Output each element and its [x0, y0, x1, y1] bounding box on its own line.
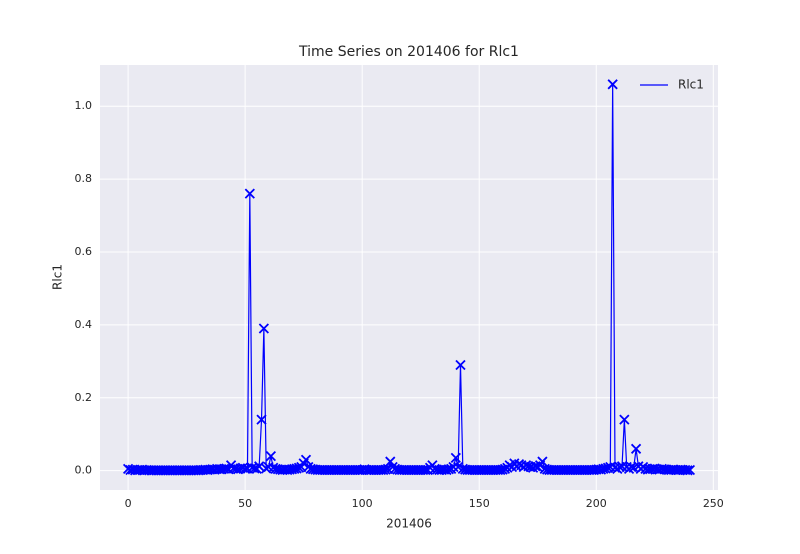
data-point [244, 188, 255, 199]
x-tick-label: 250 [703, 497, 724, 510]
data-point [417, 464, 429, 476]
data-point [258, 323, 270, 334]
y-tick-label: 1.0 [75, 99, 93, 112]
data-point [448, 461, 459, 473]
data-point [684, 464, 696, 476]
data-point [455, 359, 466, 371]
data-point [630, 443, 642, 454]
x-axis-label: 201406 [386, 517, 432, 531]
data-point [385, 456, 396, 467]
data-point [256, 414, 267, 425]
x-tick-label: 200 [586, 497, 607, 510]
plot-area [100, 65, 718, 490]
chart-title: Time Series on 201406 for Rlc1 [298, 44, 519, 60]
data-point [254, 461, 265, 472]
data-point [300, 454, 312, 465]
x-tick-label: 0 [125, 497, 132, 510]
data-point [265, 450, 277, 462]
data-point [450, 452, 461, 464]
x-tick-label: 100 [352, 497, 373, 510]
data-point [682, 465, 693, 476]
x-tick-label: 150 [469, 497, 490, 510]
y-tick-label: 0.6 [75, 245, 93, 258]
data-point [607, 79, 618, 90]
data-point [537, 456, 548, 467]
legend-label: Rlc1 [678, 78, 704, 92]
y-tick-label: 0.8 [75, 172, 93, 185]
y-axis-label: Rlc1 [51, 264, 65, 290]
data-point [619, 414, 630, 425]
data-point [680, 464, 691, 476]
y-tick-label: 0.4 [75, 318, 93, 331]
data-point [380, 464, 391, 475]
y-tick-label: 0.0 [75, 464, 93, 477]
y-tick-label: 0.2 [75, 391, 93, 404]
x-tick-label: 50 [238, 497, 252, 510]
